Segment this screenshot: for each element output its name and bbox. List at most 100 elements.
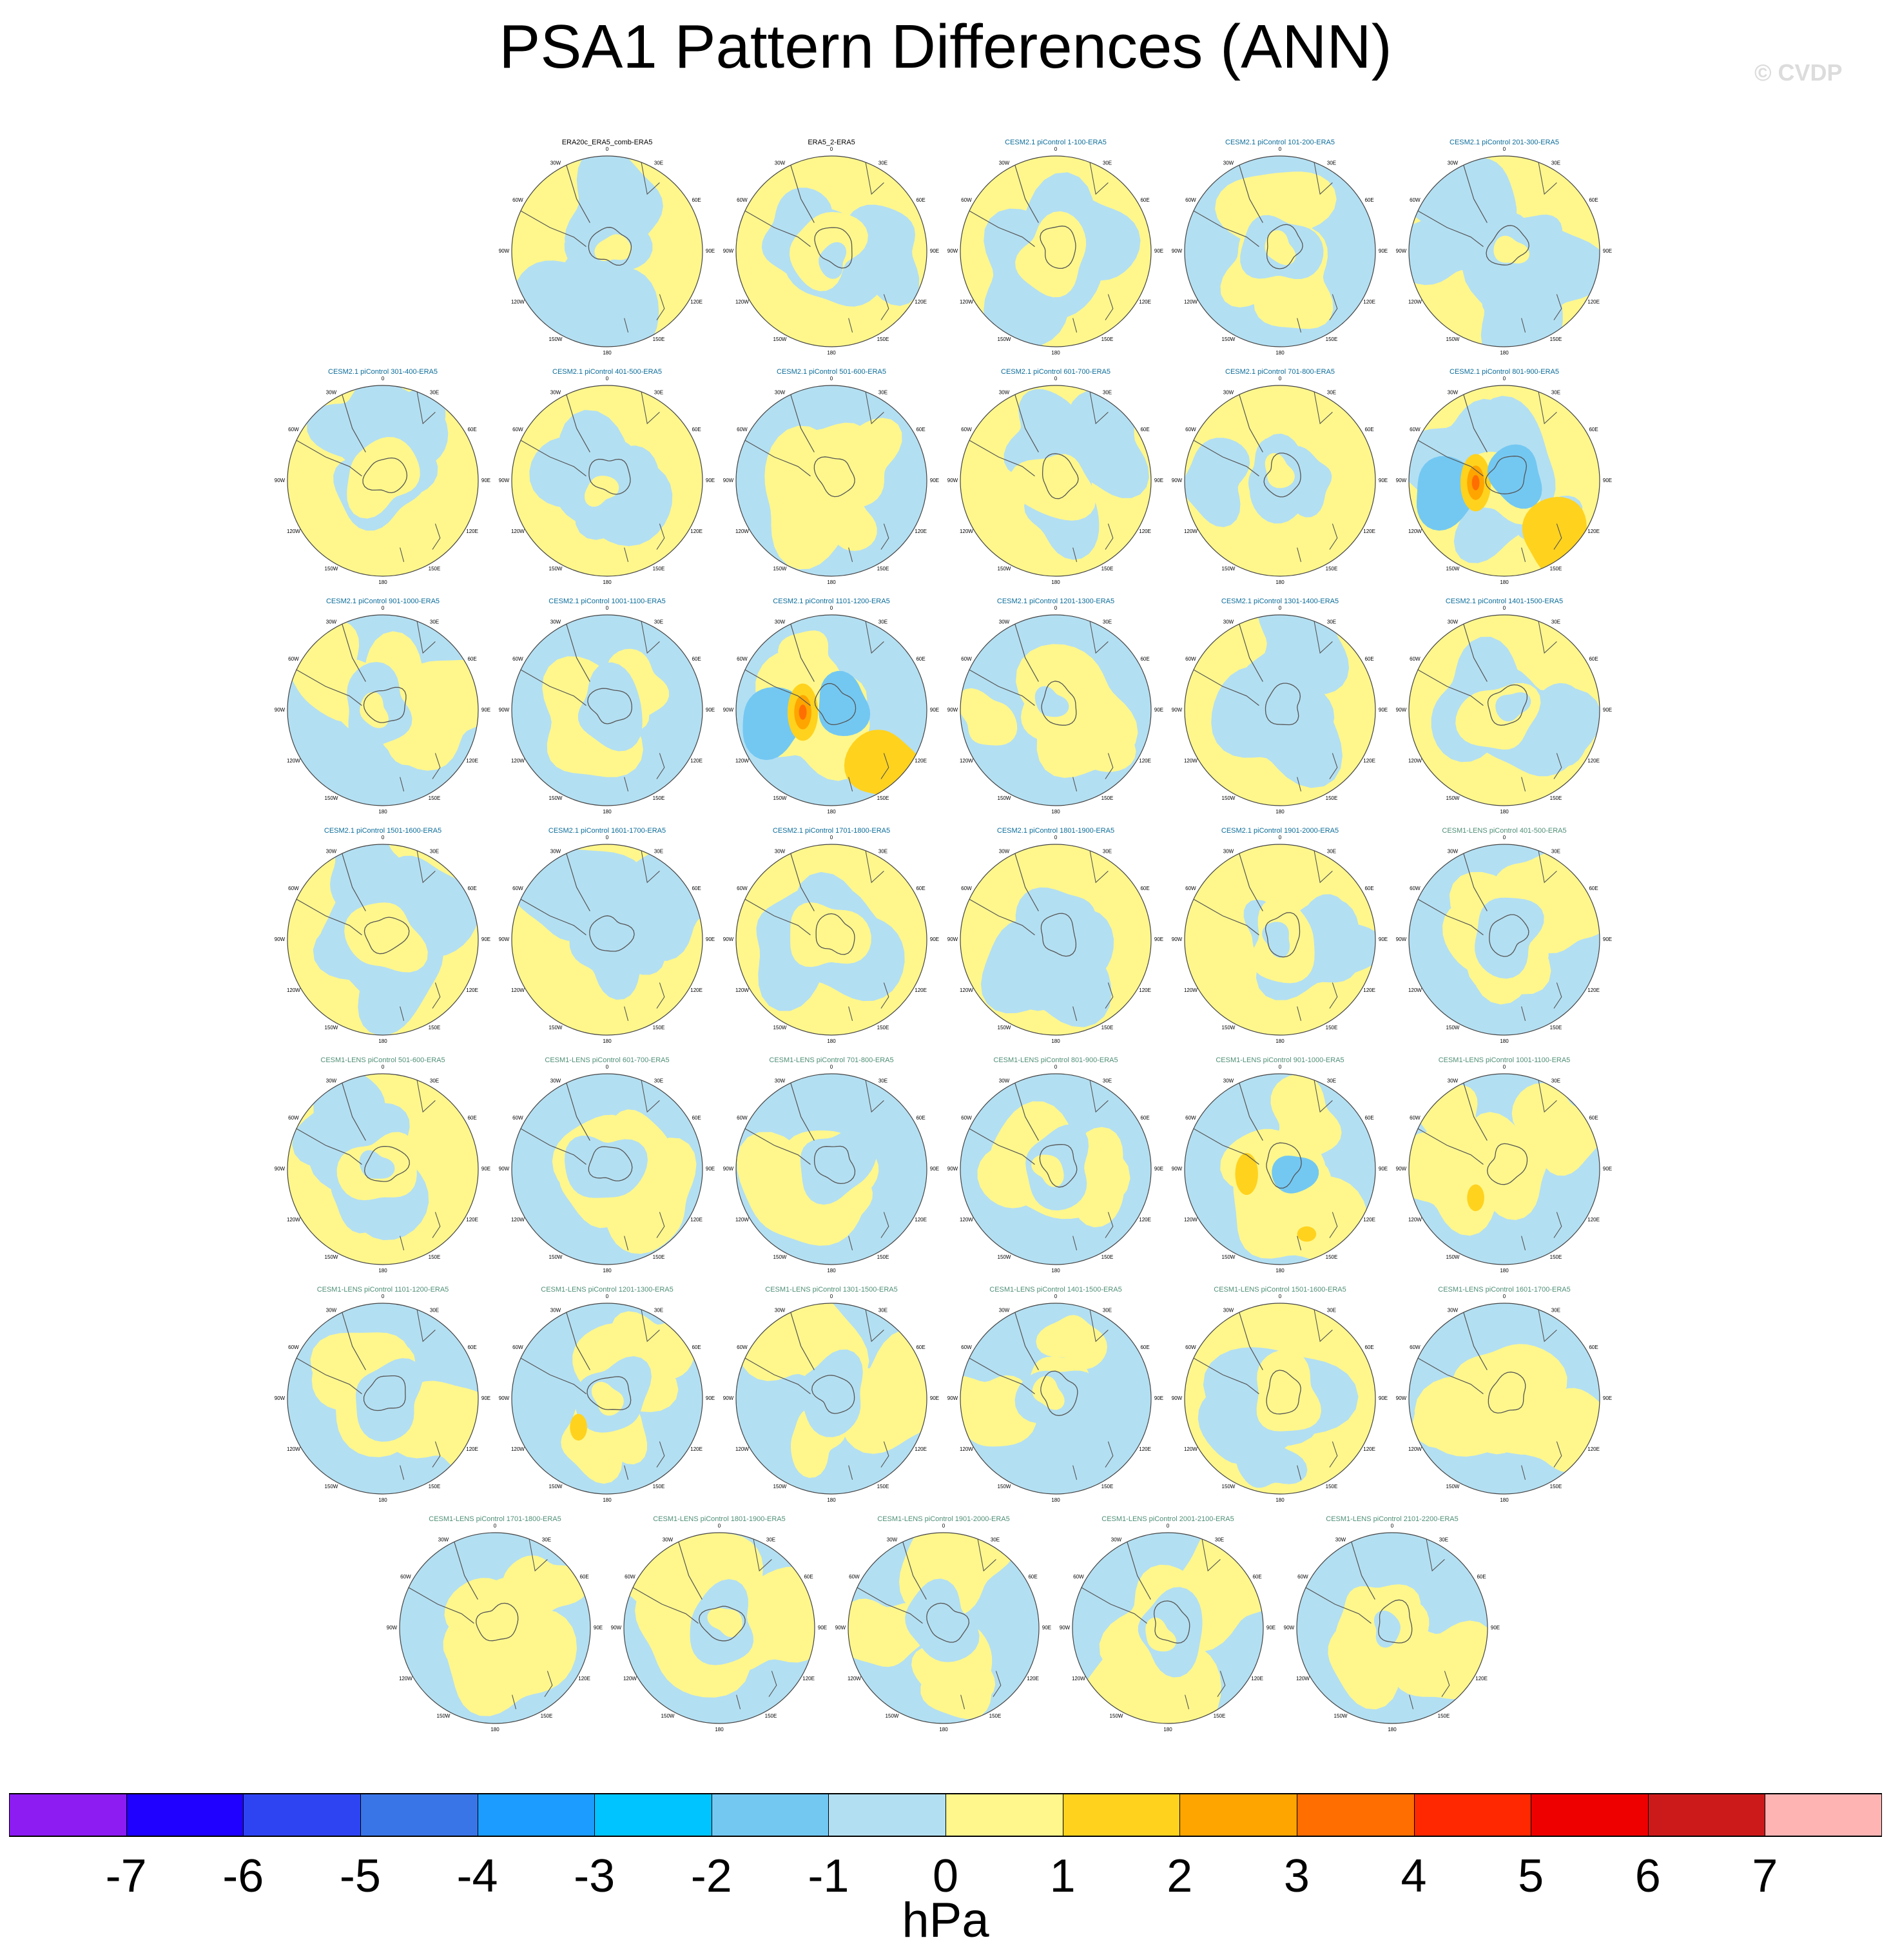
- africa-coastline: [1313, 1075, 1333, 1113]
- new-zealand-coastline: [1072, 523, 1114, 562]
- contour-field: [1409, 156, 1600, 347]
- longitude-label: 60W: [400, 1574, 411, 1580]
- longitude-label: 90E: [930, 1166, 939, 1172]
- africa-coastline: [1089, 387, 1109, 425]
- longitude-label: 90E: [1154, 936, 1163, 942]
- south-america-coastline: [292, 616, 366, 706]
- longitude-label: 180: [827, 1497, 836, 1503]
- longitude-label: 150E: [1326, 336, 1338, 342]
- map-border: [1184, 155, 1376, 347]
- longitude-label: 90E: [1379, 936, 1388, 942]
- antarctica-coastline: [815, 913, 855, 955]
- longitude-label: 150E: [877, 1254, 889, 1260]
- longitude-label: 90E: [594, 1625, 603, 1631]
- longitude-label: 150W: [773, 566, 787, 572]
- longitude-label: 150W: [1446, 336, 1460, 342]
- longitude-label: 120E: [1139, 1446, 1151, 1452]
- longitude-label: 120W: [511, 299, 525, 305]
- antarctica-coastline: [814, 683, 857, 726]
- africa-coastline: [1089, 1305, 1109, 1343]
- longitude-label: 90W: [275, 1395, 286, 1401]
- longitude-label: 120W: [1184, 529, 1198, 534]
- longitude-label: 60E: [692, 656, 701, 662]
- longitude-label: 90E: [1379, 707, 1388, 713]
- longitude-label: 90W: [1396, 1395, 1407, 1401]
- contour-field: [736, 844, 927, 1035]
- new-zealand-coastline: [736, 1671, 777, 1709]
- panel-title: CESM2.1 piControl 601-700-ERA5: [1001, 368, 1110, 376]
- new-zealand-coastline: [1409, 1671, 1450, 1709]
- south-america-coastline: [516, 387, 590, 477]
- longitude-label: 120W: [735, 758, 749, 764]
- longitude-label: 30E: [878, 619, 887, 625]
- contour-region: [826, 463, 853, 500]
- antarctica-coastline: [589, 915, 635, 952]
- panel-title: CESM1-LENS piControl 601-700-ERA5: [545, 1056, 669, 1064]
- contour-region: [1480, 1142, 1509, 1179]
- africa-coastline: [640, 387, 660, 425]
- contour-region: [588, 1157, 616, 1194]
- longitude-label: 60W: [288, 656, 299, 662]
- longitude-label: 90W: [1396, 248, 1407, 254]
- longitude-label: 120W: [399, 1676, 412, 1682]
- longitude-label: 180: [715, 1727, 724, 1732]
- antarctica-coastline: [1486, 1143, 1528, 1185]
- longitude-label: 0: [382, 376, 385, 382]
- panel-title: CESM1-LENS piControl 1301-1500-ERA5: [765, 1286, 897, 1294]
- panel-title: CESM2.1 piControl 1001-1100-ERA5: [548, 597, 665, 605]
- longitude-label: 150E: [1101, 795, 1114, 801]
- longitude-label: 90W: [1172, 936, 1183, 942]
- longitude-label: 60W: [288, 886, 299, 891]
- longitude-label: 60E: [579, 1574, 588, 1580]
- longitude-label: 60E: [467, 886, 476, 891]
- longitude-label: 150E: [877, 336, 889, 342]
- longitude-label: 60W: [737, 656, 748, 662]
- longitude-label: 60E: [1140, 886, 1149, 891]
- longitude-label: 30E: [878, 389, 887, 395]
- south-america-coastline: [1413, 1305, 1488, 1395]
- africa-coastline: [1089, 157, 1109, 195]
- contour-field: [960, 844, 1151, 1035]
- new-zealand-coastline: [848, 523, 889, 562]
- longitude-label: 120W: [960, 1217, 973, 1223]
- longitude-label: 60W: [1410, 197, 1421, 203]
- longitude-label: 90E: [706, 248, 715, 254]
- panel-title: ERA5_2-ERA5: [808, 139, 855, 146]
- longitude-label: 0: [830, 1294, 833, 1299]
- africa-coastline: [1313, 387, 1333, 425]
- panel-title: CESM2.1 piControl 1501-1600-ERA5: [324, 827, 441, 835]
- longitude-label: 90E: [1491, 1625, 1500, 1631]
- longitude-label: 90E: [1379, 478, 1388, 483]
- longitude-label: 60W: [625, 1574, 635, 1580]
- longitude-label: 90E: [818, 1625, 827, 1631]
- panel-title: CESM1-LENS piControl 1201-1300-ERA5: [541, 1286, 673, 1294]
- new-zealand-coastline: [624, 753, 665, 791]
- longitude-label: 150W: [998, 795, 1011, 801]
- longitude-label: 150E: [1550, 1254, 1562, 1260]
- longitude-label: 30W: [775, 160, 786, 166]
- colorbar-tick-label: 4: [1401, 1850, 1427, 1902]
- longitude-label: 120E: [1363, 299, 1375, 305]
- south-america-coastline: [741, 157, 815, 247]
- longitude-label: 90W: [947, 1166, 958, 1172]
- longitude-label: 180: [603, 809, 612, 815]
- colorbar-tick-label: 2: [1167, 1850, 1193, 1902]
- longitude-label: 150W: [549, 1025, 563, 1031]
- longitude-label: 180: [603, 1268, 612, 1274]
- panel-title: CESM1-LENS piControl 1801-1900-ERA5: [653, 1515, 785, 1523]
- colorbar-swatch: [126, 1793, 244, 1837]
- contour-region: [1478, 1395, 1515, 1422]
- africa-coastline: [416, 1075, 436, 1113]
- contour-field: [736, 615, 927, 806]
- south-america-coastline: [741, 616, 815, 706]
- longitude-label: 90E: [1266, 1625, 1275, 1631]
- new-zealand-coastline: [624, 523, 665, 562]
- new-zealand-coastline: [1521, 523, 1562, 562]
- longitude-label: 60E: [1364, 197, 1373, 203]
- longitude-label: 150E: [1214, 1713, 1226, 1719]
- longitude-label: 60E: [1140, 427, 1149, 432]
- contour-field: [1185, 385, 1375, 576]
- contour-region: [1034, 686, 1069, 717]
